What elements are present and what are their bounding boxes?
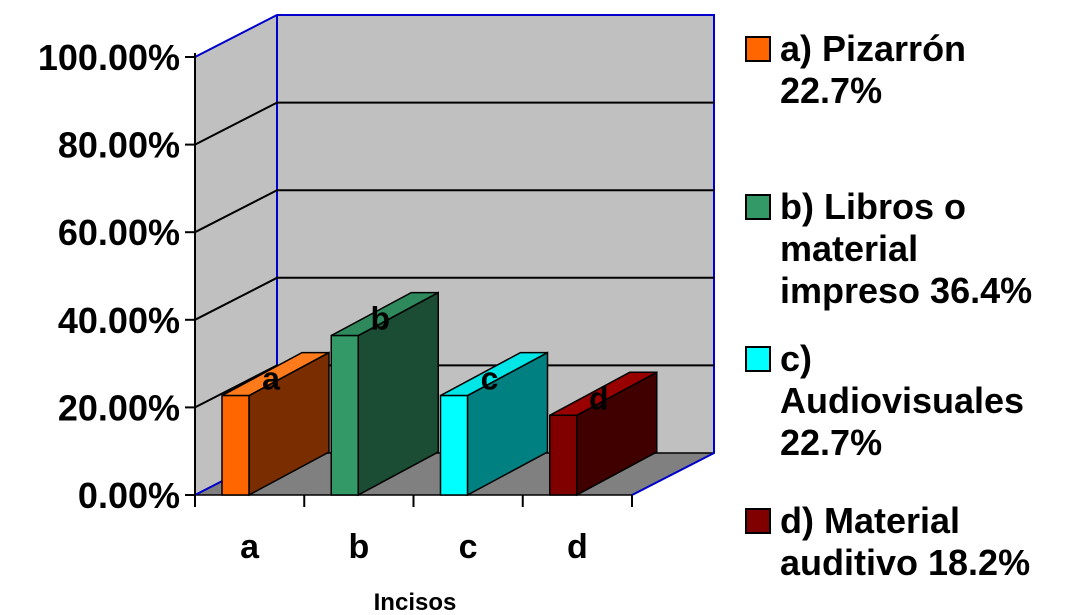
gridlines (194, 101, 714, 409)
legend-item-b: b) Libros o material impreso 36.4% (745, 186, 1090, 312)
x-axis-categories: a b c d (194, 495, 633, 566)
bar-c: c (439, 351, 549, 497)
legend-swatch-d (745, 508, 771, 534)
y-tick-label: 20.00% (58, 387, 180, 428)
x-axis-title: Incisos (374, 589, 457, 615)
bar-d: d (549, 371, 658, 497)
bars: a b c d (221, 291, 658, 497)
x-category-label: a (240, 528, 260, 566)
gridline (194, 101, 714, 146)
gridline (194, 189, 714, 234)
bar-front (439, 394, 469, 496)
legend-label-c: c) Audiovisuales 22.7% (780, 338, 1025, 463)
legend-label-b: b) Libros o material impreso 36.4% (780, 186, 1033, 311)
legend-swatch-a (745, 36, 771, 62)
legend-label-a: a) Pizarrón 22.7% (780, 28, 967, 111)
data-label-b: b (370, 301, 390, 337)
bar-b: b (330, 291, 439, 497)
y-axis-ticks: 0.00% 20.00% 40.00% 60.00% 80.00% 100.00% (38, 37, 196, 516)
legend-item-a: a) Pizarrón 22.7% (745, 28, 1090, 112)
gridline (194, 276, 714, 321)
y-tick-label: 100.00% (38, 37, 180, 78)
legend-item-c: c) Audiovisuales 22.7% (745, 338, 1090, 464)
legend-label-d: d) Material auditivo 18.2% (780, 500, 1031, 583)
x-category-label: d (567, 528, 588, 566)
legend-swatch-c (745, 346, 771, 372)
y-tick-label: 0.00% (78, 475, 180, 516)
data-label-d: d (589, 380, 609, 416)
bar-a: a (221, 351, 330, 497)
x-category-label: c (459, 528, 478, 566)
legend-swatch-b (745, 194, 771, 220)
legend-item-d: d) Material auditivo 18.2% (745, 500, 1090, 584)
bar-front (221, 394, 250, 496)
y-tick-label: 40.00% (58, 300, 180, 341)
x-category-label: b (348, 528, 369, 566)
data-label-c: c (481, 361, 499, 397)
data-label-a: a (262, 361, 280, 397)
bar-front (330, 334, 359, 496)
bar-front (549, 414, 578, 496)
y-tick-label: 60.00% (58, 212, 180, 253)
y-tick-label: 80.00% (58, 125, 180, 166)
